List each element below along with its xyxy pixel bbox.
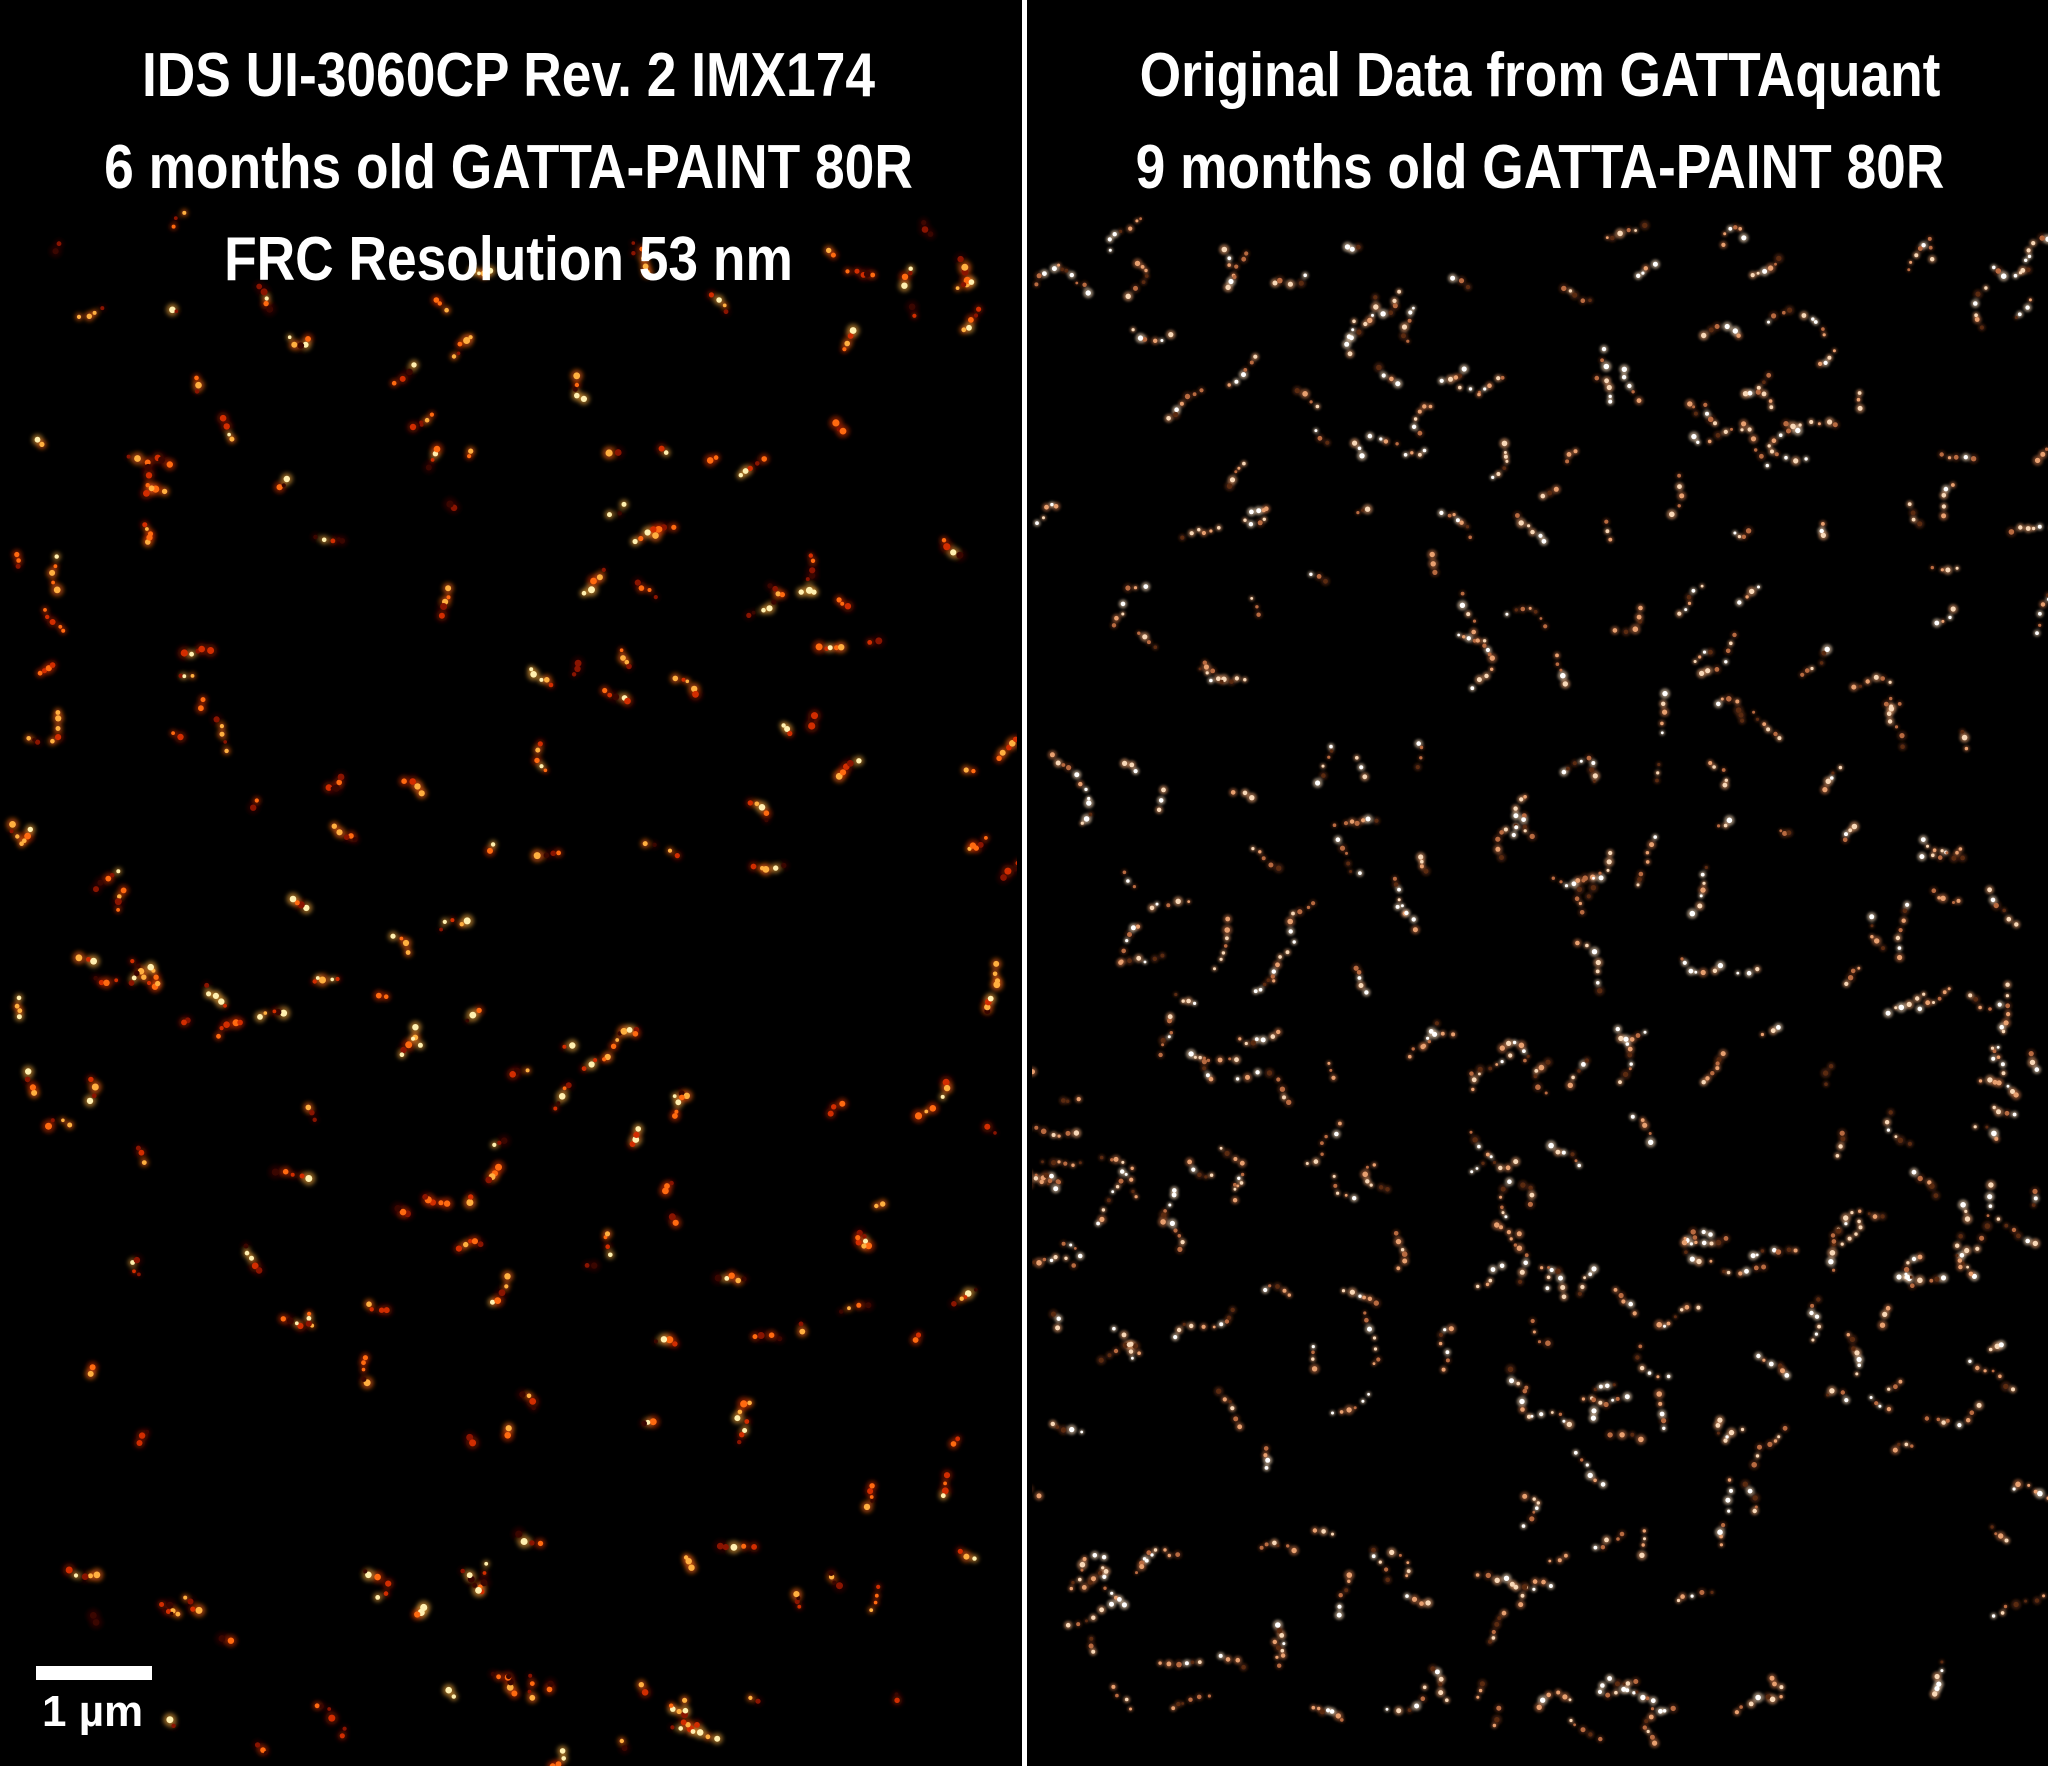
scale-bar-label: 1 µm — [42, 1687, 144, 1736]
localization-core-layer — [1032, 217, 2048, 1746]
right-title-line-2: 9 months old GATTA-PAINT 80R — [1135, 133, 1945, 202]
left-title-line-3: FRC Resolution 53 nm — [224, 225, 793, 294]
localization-halo-layer — [1032, 216, 2048, 1749]
left-localization-image — [6, 209, 1017, 1766]
right-title-block: Original Data from GATTAquant 9 months o… — [1103, 30, 1977, 214]
left-title-line-1: IDS UI-3060CP Rev. 2 IMX174 — [141, 41, 876, 110]
localization-core-layer — [9, 210, 1017, 1766]
right-title-line-1: Original Data from GATTAquant — [1139, 41, 1941, 110]
right-localization-image — [1032, 216, 2048, 1749]
left-image-panel: IDS UI-3060CP Rev. 2 IMX174 6 months old… — [0, 0, 1017, 1766]
left-title-line-2: 6 months old GATTA-PAINT 80R — [104, 133, 913, 202]
panel-divider — [1017, 0, 1032, 1766]
left-title-block: IDS UI-3060CP Rev. 2 IMX174 6 months old… — [71, 30, 946, 306]
right-image-panel: Original Data from GATTAquant 9 months o… — [1032, 0, 2048, 1766]
scale-bar — [36, 1666, 152, 1680]
